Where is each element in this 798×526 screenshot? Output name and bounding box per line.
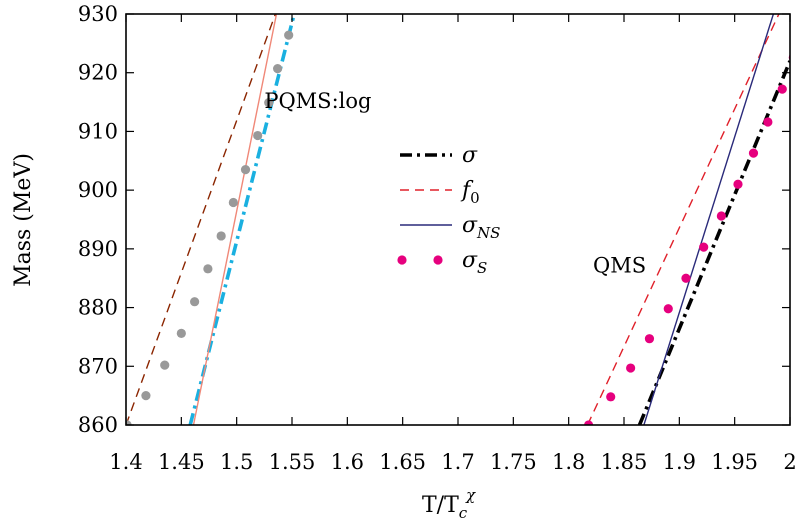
point-sigma-s-qms bbox=[748, 148, 759, 158]
legend-swatch-dot bbox=[397, 255, 407, 265]
line-sigma-pqms-log bbox=[188, 14, 296, 425]
legend-swatch-dot bbox=[433, 255, 443, 265]
point-sigma-s-pqms-log bbox=[141, 391, 151, 401]
legend-entry-subscript: 0 bbox=[470, 189, 480, 207]
x-tick-label: 1.9 bbox=[663, 450, 696, 474]
legend-entry-symbol: σ bbox=[462, 213, 478, 238]
point-sigma-s-pqms-log bbox=[190, 297, 200, 307]
point-sigma-s-qms bbox=[663, 304, 673, 314]
point-sigma-s-pqms-log bbox=[284, 30, 294, 40]
point-sigma-s-pqms-log bbox=[126, 420, 132, 425]
series-layer bbox=[126, 14, 790, 425]
y-tick-label: 880 bbox=[78, 296, 118, 320]
x-axis-title: T/Tcχ bbox=[422, 486, 476, 522]
annotation-label: PQMS:log bbox=[264, 89, 371, 113]
line-f0-qms bbox=[586, 14, 780, 425]
y-tick-label: 890 bbox=[78, 237, 118, 261]
point-sigma-s-pqms-log bbox=[160, 360, 170, 370]
legend-entry-label: σ bbox=[462, 143, 478, 168]
annotation-label: QMS bbox=[593, 253, 646, 277]
legend-entry-label: σNS bbox=[462, 213, 500, 242]
point-sigma-s-pqms-log bbox=[203, 264, 213, 274]
point-sigma-s-pqms-log bbox=[176, 328, 186, 339]
plot-frame bbox=[125, 13, 791, 426]
point-sigma-s-qms bbox=[583, 420, 594, 425]
point-sigma-s-qms bbox=[733, 179, 743, 189]
line-sigma-ns-qms bbox=[643, 14, 775, 425]
x-tick-label: 1.75 bbox=[490, 450, 537, 474]
point-sigma-s-pqms-log bbox=[253, 130, 263, 141]
legend-entry-symbol: σ bbox=[462, 143, 478, 168]
x-tick-label: 1.65 bbox=[379, 450, 426, 474]
x-tick-label: 1.95 bbox=[711, 450, 758, 474]
x-tick-label: 1.6 bbox=[331, 450, 364, 474]
x-tick-label: 1.4 bbox=[109, 450, 142, 474]
point-sigma-s-qms bbox=[716, 211, 726, 221]
legend-entry-subscript: S bbox=[477, 259, 487, 277]
x-axis-title-sub: c bbox=[459, 504, 468, 522]
x-axis-title-sup: χ bbox=[465, 486, 476, 504]
x-tick-label: 1.7 bbox=[441, 450, 474, 474]
y-tick-label: 870 bbox=[78, 354, 118, 378]
y-tick-label: 930 bbox=[78, 2, 118, 26]
legend-entry-subscript: NS bbox=[476, 224, 500, 242]
x-tick-label: 1.85 bbox=[601, 450, 648, 474]
y-axis-title: Mass (MeV) bbox=[11, 153, 36, 287]
point-sigma-s-pqms-log bbox=[240, 164, 251, 175]
legend-entry-label: σS bbox=[462, 248, 487, 277]
point-sigma-s-qms bbox=[699, 242, 709, 252]
point-sigma-s-pqms-log bbox=[216, 231, 226, 241]
x-tick-label: 1.5 bbox=[220, 450, 253, 474]
line-f0-pqms-log bbox=[126, 14, 277, 425]
x-tick-label: 2 bbox=[783, 450, 796, 474]
y-tick-label: 920 bbox=[78, 61, 118, 85]
y-tick-label: 910 bbox=[78, 119, 118, 143]
point-sigma-s-qms bbox=[626, 363, 636, 373]
line-sigma-ns-pqms-log bbox=[192, 14, 278, 425]
x-tick-label: 1.55 bbox=[269, 450, 316, 474]
x-tick-label: 1.45 bbox=[158, 450, 205, 474]
x-tick-label: 1.8 bbox=[552, 450, 585, 474]
point-sigma-s-pqms-log bbox=[273, 64, 283, 74]
y-tick-label: 900 bbox=[78, 178, 118, 202]
annotation-layer: PQMS:log QMS bbox=[264, 89, 646, 277]
point-sigma-s-qms bbox=[681, 273, 691, 283]
tick-layer: 1.4 1.45 1.5 1.55 1.6 1.65 1.7 1.75 1.8 1.85 1.9 1.… bbox=[78, 2, 797, 474]
point-sigma-s-qms bbox=[763, 117, 773, 127]
point-sigma-s-pqms-log bbox=[264, 98, 274, 108]
legend-entry-symbol: σ bbox=[462, 248, 478, 273]
point-sigma-s-qms bbox=[644, 334, 655, 344]
x-axis-title-base: T/T bbox=[422, 493, 459, 518]
y-tick-label: 860 bbox=[78, 413, 118, 437]
point-sigma-s-pqms-log bbox=[228, 197, 238, 208]
point-sigma-s-qms bbox=[606, 392, 616, 402]
point-sigma-s-qms bbox=[777, 84, 787, 94]
